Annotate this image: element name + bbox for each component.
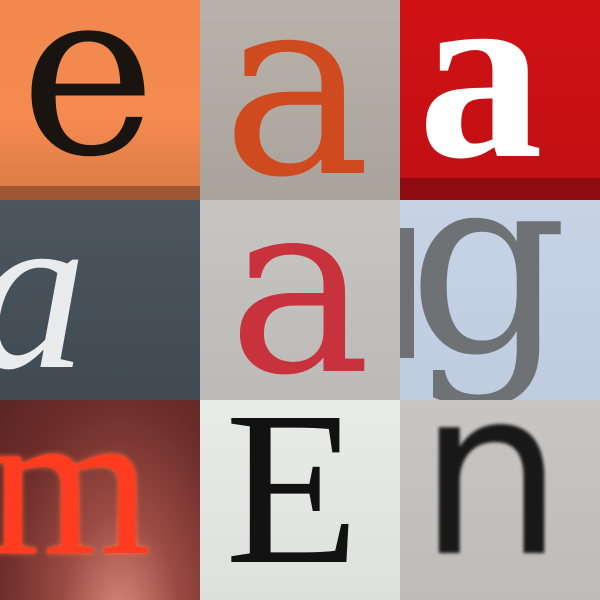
dark-strip <box>0 186 200 200</box>
letter-a-crimson: a <box>228 200 372 400</box>
letter-e: e <box>20 0 157 200</box>
tile-1-orange: e <box>0 0 200 200</box>
tile-4-slate: a <box>0 200 200 400</box>
tile-8-offwhite: E <box>200 400 400 600</box>
letter-g: g <box>408 200 569 400</box>
letter-n-blurred: n <box>418 400 564 600</box>
partial-stroke <box>400 228 414 358</box>
tile-6-blue: g <box>400 200 600 400</box>
letter-a-script: a <box>0 200 87 400</box>
tile-5-grey: a <box>200 200 400 400</box>
letter-a-orange: a <box>222 0 372 200</box>
dark-red-band <box>400 178 600 200</box>
tile-9-lightgrey: n <box>400 400 600 600</box>
letter-m-glow: m <box>0 400 152 599</box>
tile-3-red: a <box>400 0 600 200</box>
tile-2-paper: a <box>200 0 400 200</box>
tile-7-darkred: m <box>0 400 200 600</box>
letter-E: E <box>225 400 360 600</box>
letter-a-white: a <box>418 0 543 200</box>
